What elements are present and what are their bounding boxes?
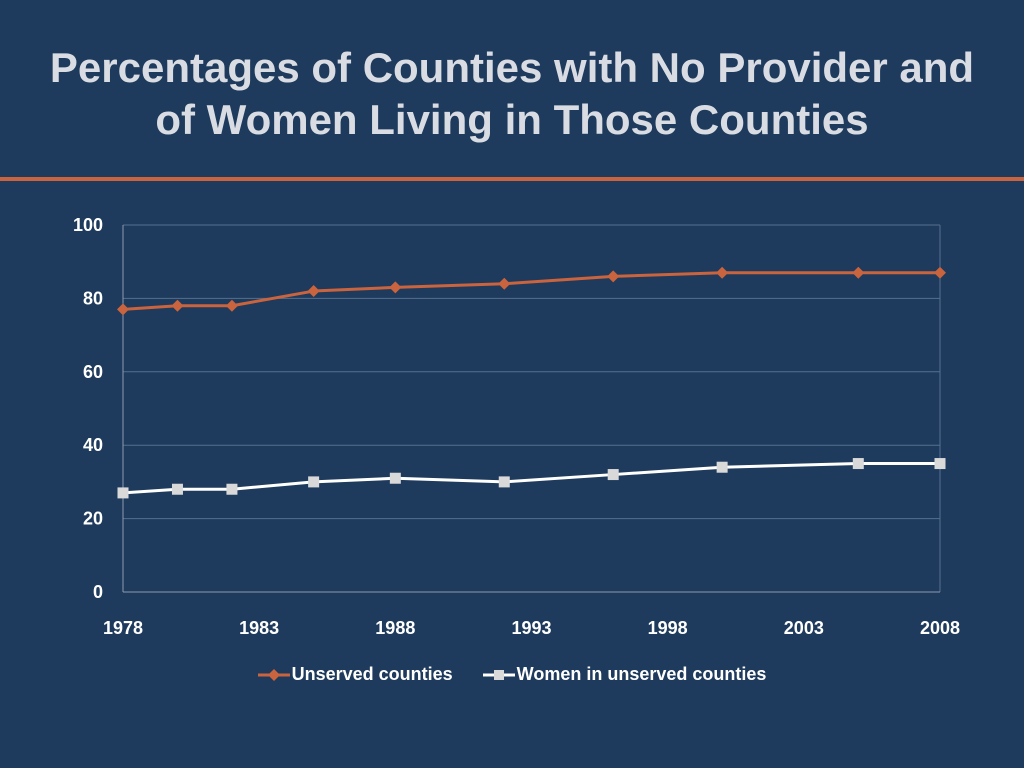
data-point-unserved-2000: [716, 266, 729, 279]
data-point-women-1978: [117, 487, 129, 499]
data-point-women-1982: [226, 483, 238, 495]
data-point-unserved-2005: [852, 266, 865, 279]
series-line-women: [122, 462, 940, 495]
data-point-women-2008: [934, 458, 946, 470]
legend-label-women: Women in unserved counties: [516, 664, 767, 684]
data-point-women-1980: [171, 483, 183, 495]
diamond-marker-icon: [257, 668, 290, 681]
data-point-unserved-1980: [171, 299, 184, 312]
data-point-women-1985: [308, 476, 320, 488]
x-tick-label-2008: 2008: [920, 618, 960, 638]
data-point-unserved-2008: [934, 266, 946, 279]
title-divider: [0, 177, 1024, 181]
y-tick-label-40: 40: [83, 435, 103, 455]
data-point-unserved-1996: [607, 270, 620, 283]
data-point-women-1996: [607, 469, 619, 481]
y-tick-label-100: 100: [73, 215, 103, 235]
y-tick-label-60: 60: [83, 362, 103, 382]
title-line-1: Percentages of Counties with No Provider…: [49, 44, 975, 91]
data-point-women-2000: [716, 461, 728, 473]
legend-item-unserved: Unserved counties: [257, 664, 453, 685]
x-tick-label-1993: 1993: [511, 618, 551, 638]
chart-legend: Unserved counties Women in unserved coun…: [0, 664, 1024, 685]
x-tick-label-1978: 1978: [103, 618, 143, 638]
x-tick-label-1983: 1983: [239, 618, 279, 638]
data-point-unserved-1978: [117, 303, 129, 316]
data-point-unserved-1992: [498, 277, 511, 290]
y-tick-label-80: 80: [83, 288, 103, 308]
data-point-women-1988: [389, 472, 401, 484]
square-marker-icon: [482, 669, 515, 680]
y-tick-label-0: 0: [93, 582, 103, 602]
y-tick-label-20: 20: [83, 509, 103, 529]
x-tick-label-1988: 1988: [375, 618, 415, 638]
data-point-women-2005: [852, 458, 864, 470]
series-line-unserved: [122, 271, 940, 311]
legend-item-women: Women in unserved counties: [482, 664, 767, 685]
x-tick-label-2003: 2003: [784, 618, 824, 638]
data-point-unserved-1985: [307, 285, 320, 298]
title-line-2: of Women Living in Those Counties: [155, 96, 869, 143]
x-tick-label-1998: 1998: [648, 618, 688, 638]
data-point-unserved-1988: [389, 281, 402, 294]
slide-title: Percentages of Counties with No Provider…: [0, 42, 1024, 146]
data-point-unserved-1982: [225, 299, 238, 312]
legend-label-unserved: Unserved counties: [291, 664, 453, 684]
data-point-women-1992: [498, 476, 510, 488]
